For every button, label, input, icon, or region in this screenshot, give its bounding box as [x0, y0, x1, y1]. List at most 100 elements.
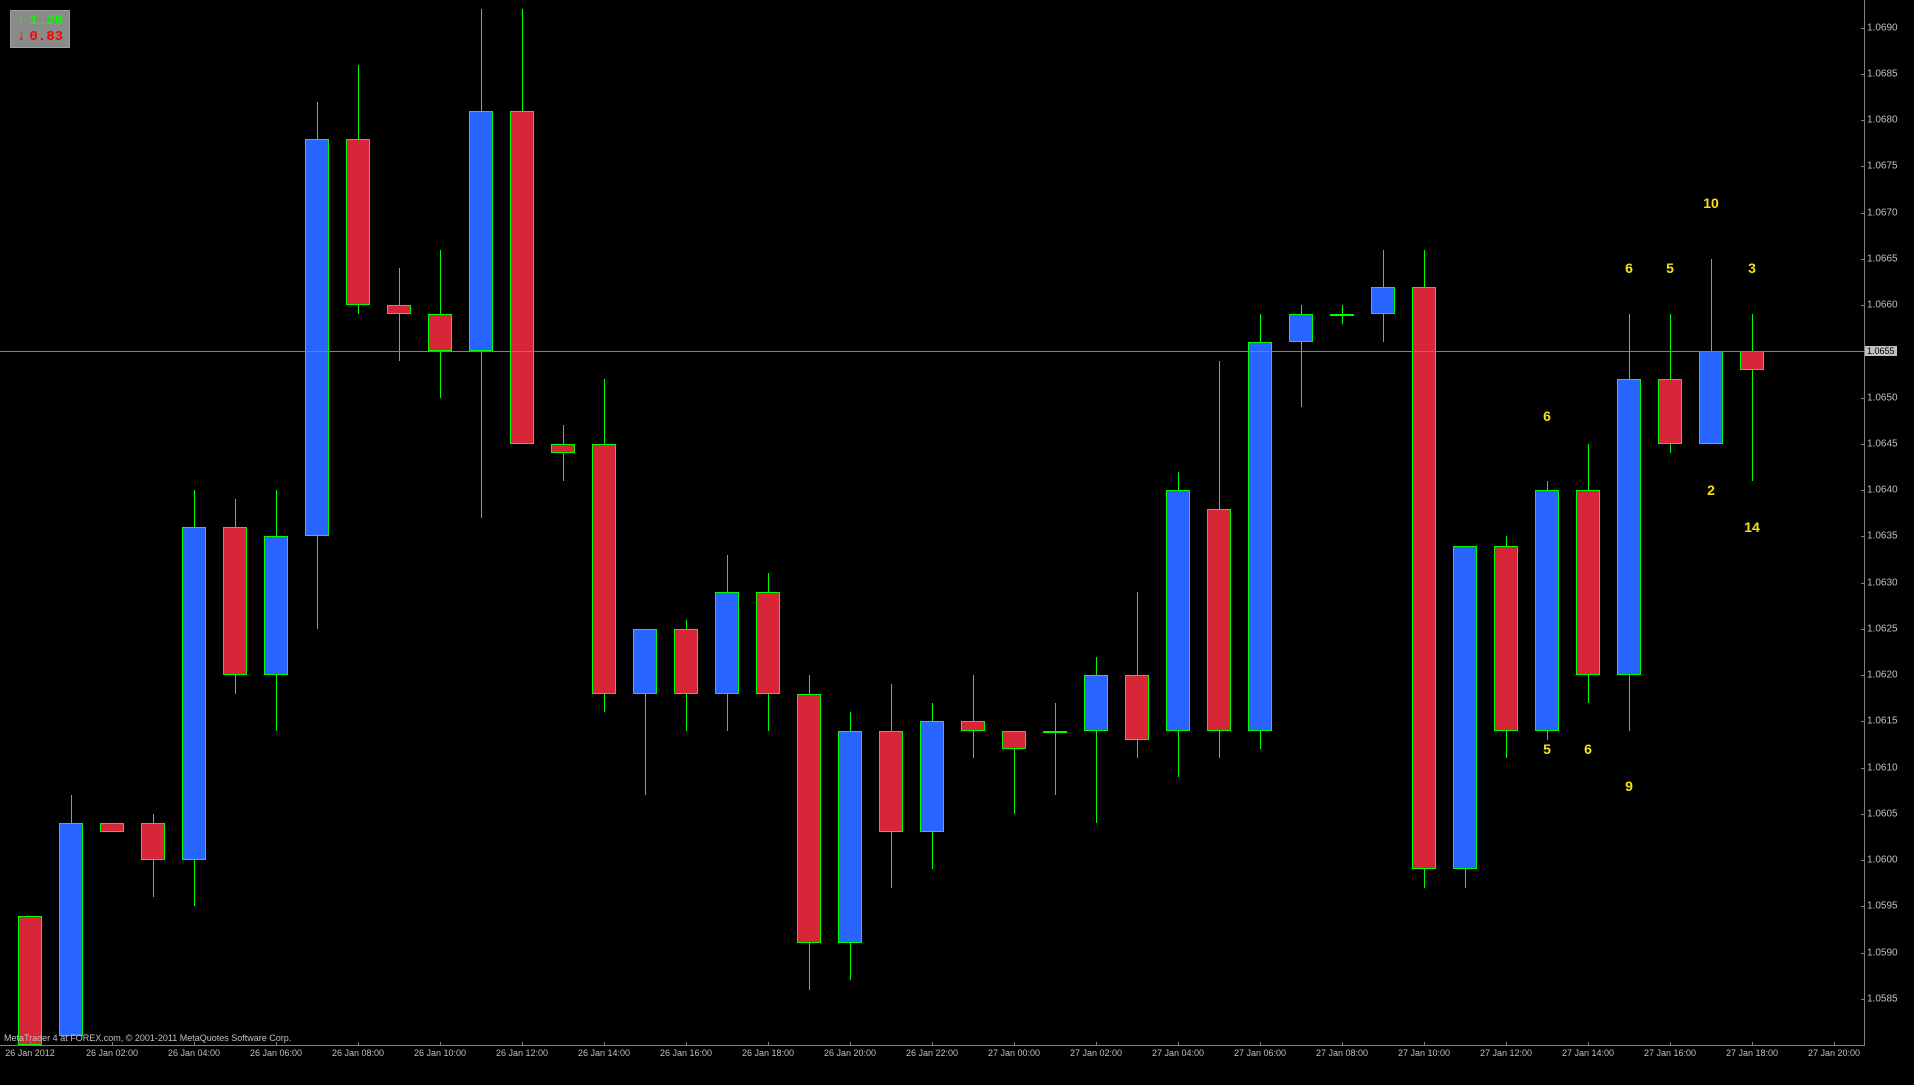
- chart-annotation: 9: [1625, 778, 1633, 794]
- y-tick-label: 1.0625: [1867, 623, 1898, 634]
- y-tick-label: 1.0595: [1867, 901, 1898, 912]
- candle-wick: [973, 675, 974, 758]
- candle-body: [961, 721, 985, 730]
- y-tick-label: 1.0670: [1867, 207, 1898, 218]
- y-tick-label: 1.0680: [1867, 115, 1898, 126]
- candle-body: [18, 916, 42, 1045]
- candle-wick: [1055, 703, 1056, 795]
- candle-body: [346, 139, 370, 305]
- chart-annotation: 10: [1703, 195, 1719, 211]
- x-tick-label: 27 Jan 14:00: [1562, 1048, 1614, 1058]
- candle-body: [674, 629, 698, 694]
- candle-body: [1371, 287, 1395, 315]
- y-tick-label: 1.0620: [1867, 670, 1898, 681]
- candle-body: [1043, 731, 1067, 733]
- chart-annotation: 6: [1543, 408, 1551, 424]
- candle-body: [920, 721, 944, 832]
- x-tick-label: 26 Jan 14:00: [578, 1048, 630, 1058]
- candle-body: [428, 314, 452, 351]
- candle-body: [1412, 287, 1436, 870]
- chart-container[interactable]: 566695102314 1.06901.06851.06801.06751.0…: [0, 0, 1914, 1085]
- x-tick-label: 27 Jan 18:00: [1726, 1048, 1778, 1058]
- y-tick-label: 1.0635: [1867, 531, 1898, 542]
- y-tick-label: 1.0590: [1867, 947, 1898, 958]
- candle-body: [1617, 379, 1641, 675]
- chart-annotation: 3: [1748, 260, 1756, 276]
- y-tick-label: 1.0605: [1867, 808, 1898, 819]
- y-tick-label: 1.0645: [1867, 438, 1898, 449]
- x-tick-label: 26 Jan 04:00: [168, 1048, 220, 1058]
- y-tick-label: 1.0615: [1867, 716, 1898, 727]
- y-tick-label: 1.0600: [1867, 855, 1898, 866]
- candle-body: [1207, 509, 1231, 731]
- y-tick-label: 1.0685: [1867, 68, 1898, 79]
- x-tick-label: 27 Jan 04:00: [1152, 1048, 1204, 1058]
- chart-annotation: 14: [1744, 519, 1760, 535]
- candle-body: [633, 629, 657, 694]
- y-tick-label: 1.0650: [1867, 392, 1898, 403]
- x-tick-label: 27 Jan 06:00: [1234, 1048, 1286, 1058]
- candle-body: [387, 305, 411, 314]
- arrow-down-icon: ↓: [17, 29, 25, 45]
- candle-body: [715, 592, 739, 694]
- x-tick-label: 26 Jan 12:00: [496, 1048, 548, 1058]
- candle-body: [1535, 490, 1559, 730]
- candle-body: [59, 823, 83, 1036]
- candle-body: [1453, 546, 1477, 870]
- indicator-box: ↑ 1.20 ↓ 0.83: [10, 10, 70, 48]
- x-tick-label: 26 Jan 16:00: [660, 1048, 712, 1058]
- candle-body: [1740, 351, 1764, 369]
- candle-body: [1699, 351, 1723, 443]
- candle-body: [756, 592, 780, 694]
- candle-body: [469, 111, 493, 351]
- indicator-up-value: 1.20: [29, 13, 63, 29]
- candle-body: [551, 444, 575, 453]
- candle-body: [510, 111, 534, 444]
- x-tick-label: 26 Jan 06:00: [250, 1048, 302, 1058]
- chart-annotation: 2: [1707, 482, 1715, 498]
- x-tick-label: 26 Jan 22:00: [906, 1048, 958, 1058]
- candle-body: [1166, 490, 1190, 730]
- candle-body: [141, 823, 165, 860]
- chart-annotation: 6: [1625, 260, 1633, 276]
- copyright-text: MetaTrader 4 at FOREX.com, © 2001-2011 M…: [4, 1033, 291, 1043]
- x-tick-label: 27 Jan 10:00: [1398, 1048, 1450, 1058]
- y-tick-label: 1.0675: [1867, 161, 1898, 172]
- y-tick-label: 1.0585: [1867, 993, 1898, 1004]
- chart-annotation: 6: [1584, 741, 1592, 757]
- current-price-line: [0, 351, 1864, 352]
- candle-body: [1125, 675, 1149, 740]
- candle-wick: [563, 425, 564, 480]
- y-tick-label: 1.0660: [1867, 300, 1898, 311]
- candle-body: [1494, 546, 1518, 731]
- x-tick-label: 27 Jan 08:00: [1316, 1048, 1368, 1058]
- candle-body: [100, 823, 124, 832]
- candle-body: [1576, 490, 1600, 675]
- y-axis: 1.0690 1.0685 1.0680 1.0675 1.0670 1.0665 1.06…: [1865, 0, 1914, 1045]
- x-tick-label: 26 Jan 08:00: [332, 1048, 384, 1058]
- candle-body: [264, 536, 288, 675]
- arrow-up-icon: ↑: [17, 13, 25, 29]
- candle-body: [838, 731, 862, 944]
- y-tick-label: 1.0690: [1867, 22, 1898, 33]
- candle-body: [1330, 314, 1354, 316]
- candle-body: [879, 731, 903, 833]
- chart-annotation: 5: [1543, 741, 1551, 757]
- candle-body: [305, 139, 329, 537]
- y-tick-label: 1.0665: [1867, 253, 1898, 264]
- y-tick-label: 1.0610: [1867, 762, 1898, 773]
- candle-body: [1658, 379, 1682, 444]
- y-tick-label: 1.0630: [1867, 577, 1898, 588]
- x-tick-label: 27 Jan 00:00: [988, 1048, 1040, 1058]
- x-tick-label: 27 Jan 16:00: [1644, 1048, 1696, 1058]
- candle-body: [182, 527, 206, 860]
- candle-body: [1084, 675, 1108, 730]
- candle-wick: [1752, 314, 1753, 480]
- x-tick-label: 26 Jan 10:00: [414, 1048, 466, 1058]
- x-axis: 26 Jan 201226 Jan 02:0026 Jan 04:0026 Ja…: [0, 1046, 1914, 1085]
- candle-body: [1002, 731, 1026, 749]
- chart-area[interactable]: 5 6 6 6 9 5 10 2 3 14: [0, 0, 1865, 1046]
- x-tick-label: 26 Jan 20:00: [824, 1048, 876, 1058]
- chart-annotation: 5: [1666, 260, 1674, 276]
- x-tick-label: 26 Jan 2012: [5, 1048, 55, 1058]
